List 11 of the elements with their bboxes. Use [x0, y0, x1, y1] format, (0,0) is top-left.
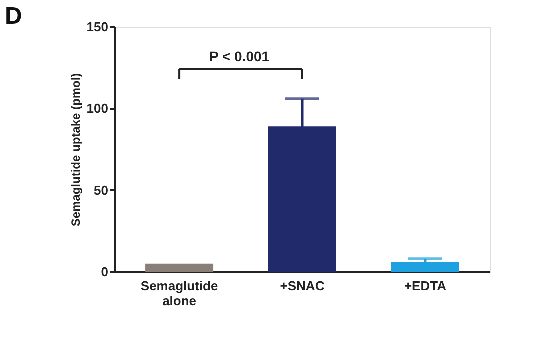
- y-tick-label: 50: [94, 182, 108, 198]
- x-tick-label: Semaglutide alone: [140, 278, 218, 308]
- x-tick-label: +EDTA: [404, 278, 448, 294]
- y-tick-label: 0: [101, 264, 108, 280]
- y-tick-label: 150: [86, 20, 108, 34]
- x-tick-label: +SNAC: [280, 278, 326, 294]
- chart-title: D: [5, 3, 22, 30]
- y-axis-title: Semaglutide uptake (pmol): [68, 73, 83, 227]
- annotation: P < 0.001: [209, 48, 270, 64]
- y-tick-label: 100: [86, 101, 108, 116]
- bar: [146, 264, 214, 272]
